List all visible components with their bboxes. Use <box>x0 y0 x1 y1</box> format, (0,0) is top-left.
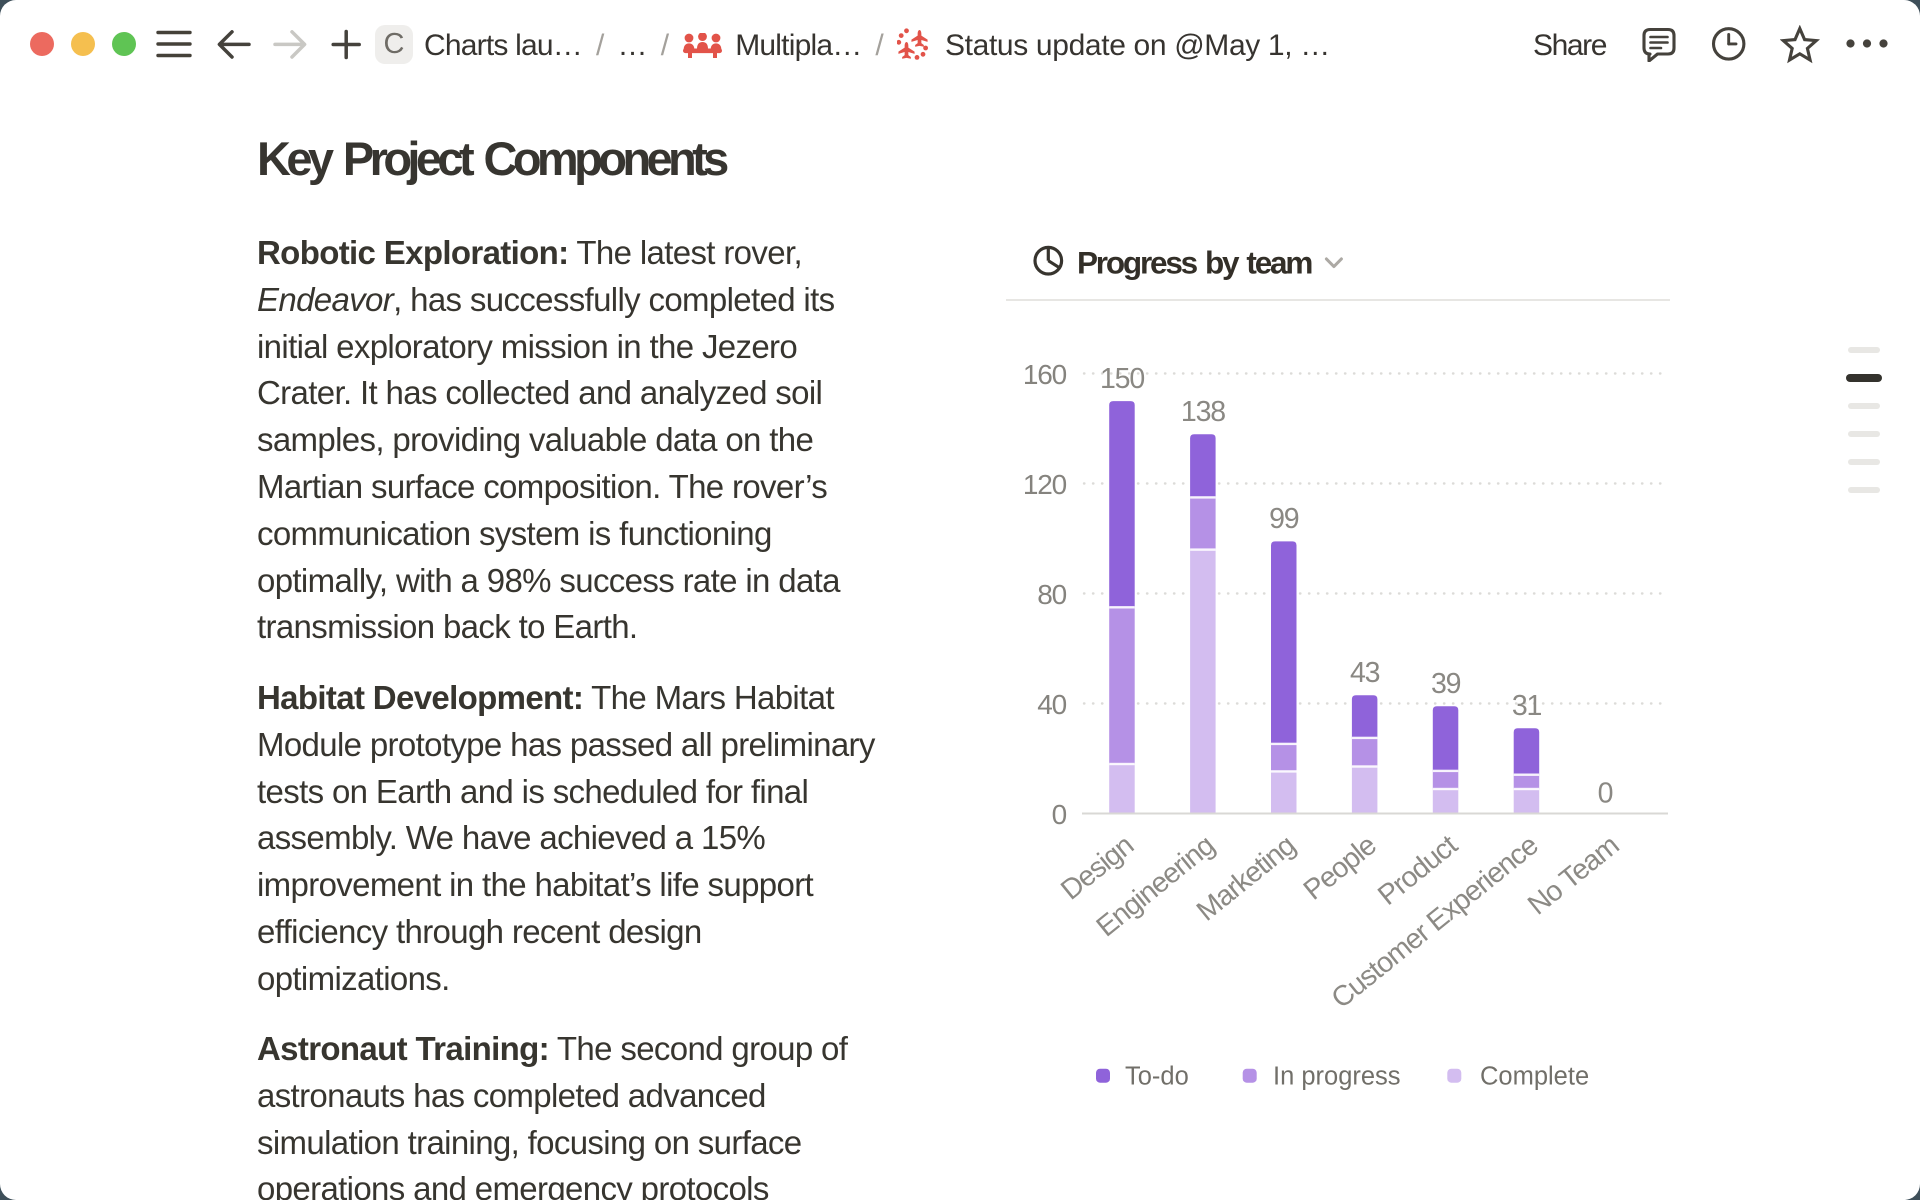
svg-text:No Team: No Team <box>1522 830 1625 922</box>
svg-text:40: 40 <box>1037 689 1066 720</box>
svg-text:120: 120 <box>1023 469 1067 500</box>
svg-text:138: 138 <box>1181 396 1225 428</box>
svg-text:43: 43 <box>1350 657 1380 689</box>
svg-text:To-do: To-do <box>1125 1063 1189 1091</box>
svg-text:39: 39 <box>1431 668 1461 700</box>
svg-text:150: 150 <box>1100 363 1144 395</box>
svg-text:0: 0 <box>1052 799 1067 830</box>
svg-text:31: 31 <box>1512 690 1542 722</box>
svg-text:Progress by team: Progress by team <box>1077 245 1312 281</box>
svg-text:0: 0 <box>1598 778 1613 810</box>
svg-text:99: 99 <box>1269 503 1299 535</box>
svg-text:In progress: In progress <box>1273 1063 1401 1091</box>
svg-text:Complete: Complete <box>1480 1063 1589 1091</box>
svg-text:People: People <box>1298 829 1383 906</box>
svg-text:80: 80 <box>1037 579 1066 610</box>
svg-text:160: 160 <box>1023 359 1067 390</box>
